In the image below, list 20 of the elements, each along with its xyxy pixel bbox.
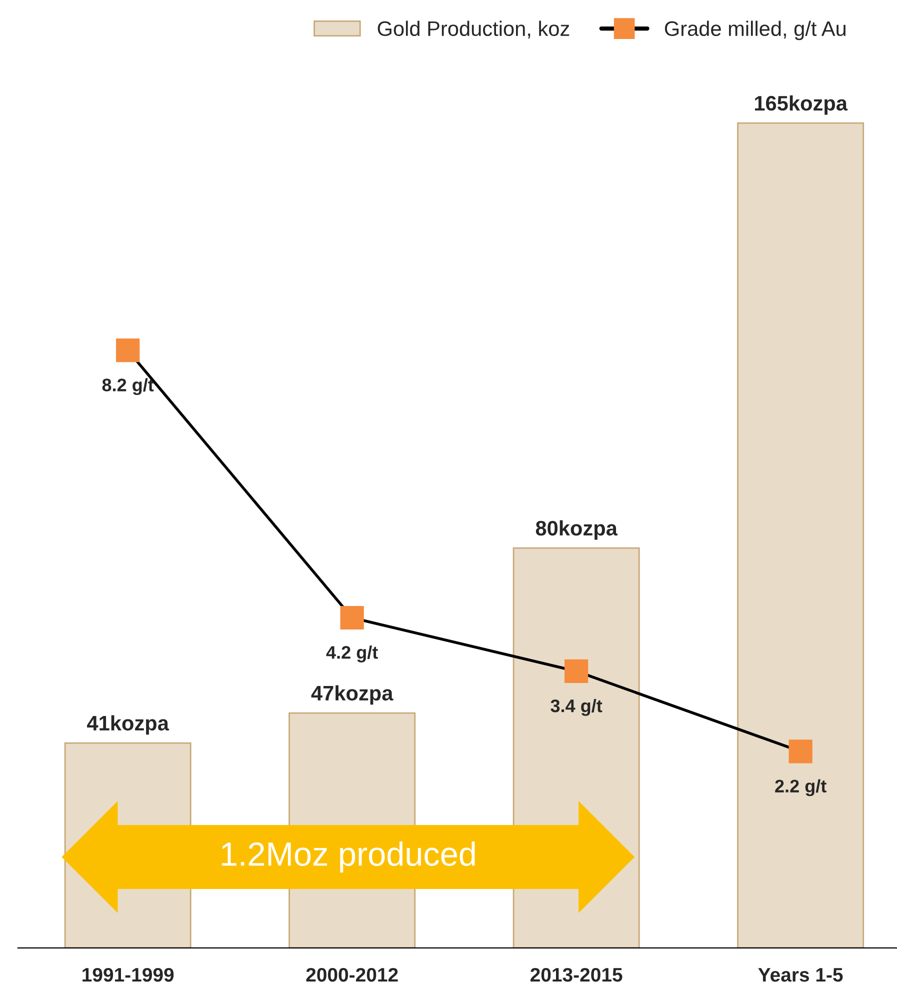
data-label: 47kozpa — [311, 685, 394, 705]
point — [788, 740, 812, 764]
legend-label: Grade milled, g/t Au — [664, 20, 846, 40]
data-label: 2.2 g/t — [775, 779, 826, 796]
x-tick-label: 2000-2012 — [306, 968, 398, 982]
x-tick-label: 1991-1999 — [82, 968, 174, 982]
data-label: 3.4 g/t — [550, 699, 602, 716]
point — [116, 338, 140, 362]
bar — [737, 122, 864, 948]
x-tick-label: 2013-2015 — [530, 968, 622, 982]
data-label: 41kozpa — [87, 715, 170, 735]
x-tick-label: Years 1-5 — [758, 968, 843, 982]
point — [340, 606, 364, 630]
annotation: 1.2Moz produced — [222, 841, 475, 873]
legend-label: Gold Production, koz — [378, 20, 570, 38]
data-label: 4.2 g/t — [326, 646, 378, 662]
point — [564, 659, 588, 684]
data-label: 80kozpa — [536, 520, 618, 540]
data-label: 8.2 g/t — [102, 378, 154, 396]
data-label: 165kozpa — [754, 95, 848, 115]
